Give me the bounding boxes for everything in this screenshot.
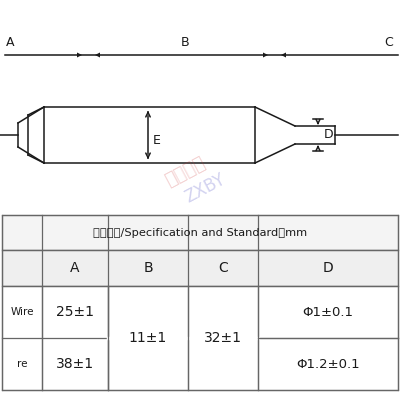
Text: 25±1: 25±1: [56, 305, 94, 319]
Text: A: A: [6, 36, 14, 49]
Text: E: E: [153, 134, 161, 146]
Text: Wire: Wire: [10, 307, 34, 317]
Text: C: C: [384, 36, 393, 49]
Text: Φ1.2±0.1: Φ1.2±0.1: [296, 358, 360, 370]
Text: 38±1: 38±1: [56, 357, 94, 371]
Polygon shape: [95, 52, 100, 58]
Text: Φ1±0.1: Φ1±0.1: [302, 306, 354, 318]
Text: D: D: [324, 128, 334, 142]
Bar: [2, 250, 398, 286]
Text: C: C: [218, 261, 228, 275]
Polygon shape: [281, 52, 286, 58]
Polygon shape: [263, 52, 268, 58]
Text: ZXBY: ZXBY: [182, 170, 228, 206]
Text: 知新博远: 知新博远: [162, 154, 208, 190]
Text: 11±1: 11±1: [129, 331, 167, 345]
Bar: [2, 215, 398, 250]
Text: 32±1: 32±1: [204, 331, 242, 345]
Bar: [2, 286, 398, 390]
Text: A: A: [70, 261, 80, 275]
Text: B: B: [181, 36, 189, 49]
Text: re: re: [17, 359, 27, 369]
Polygon shape: [77, 52, 82, 58]
Text: B: B: [143, 261, 153, 275]
Text: D: D: [323, 261, 333, 275]
Text: 规格标准/Specification and Standard（mm: 规格标准/Specification and Standard（mm: [93, 228, 307, 238]
